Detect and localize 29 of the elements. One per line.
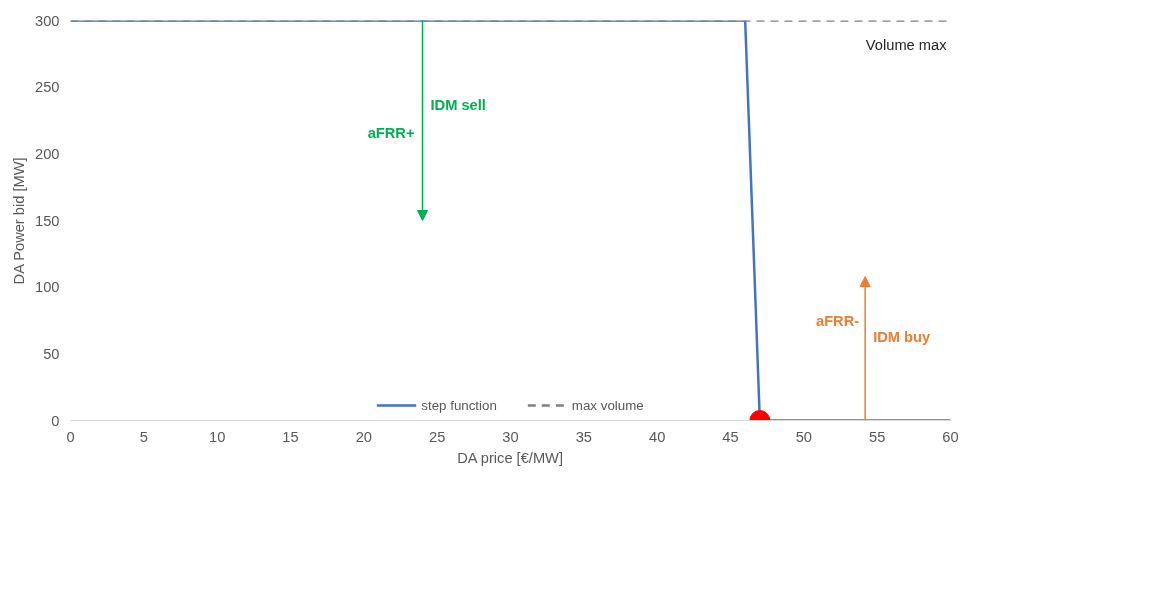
annotation: aFRR+ [367, 124, 415, 141]
x-tick-label: 50 [795, 428, 812, 445]
legend-label: max volume [571, 397, 644, 413]
y-tick-label: 300 [35, 12, 60, 29]
x-tick-label: 5 [139, 428, 148, 445]
x-tick-label: 0 [66, 428, 75, 445]
x-tick-label: 25 [429, 428, 446, 445]
x-tick-label: 40 [649, 428, 666, 445]
y-tick-label: 50 [43, 345, 60, 362]
annotation: IDM buy [873, 328, 931, 345]
x-axis-title: DA price [€/MW] [457, 449, 564, 466]
x-tick-label: 45 [722, 428, 739, 445]
annotation: aFRR- [815, 312, 860, 329]
legend-label: step function [421, 397, 497, 413]
x-tick-label: 10 [209, 428, 226, 445]
x-tick-label: 30 [502, 428, 519, 445]
y-tick-label: 100 [35, 279, 60, 296]
x-tick-label: 35 [575, 428, 592, 445]
x-tick-label: 20 [355, 428, 372, 445]
annotation: Volume max [865, 36, 948, 53]
x-tick-label: 60 [942, 428, 959, 445]
y-tick-label: 0 [51, 412, 60, 429]
y-tick-label: 250 [35, 79, 60, 96]
annotation: IDM sell [430, 96, 486, 113]
y-tick-label: 200 [35, 145, 60, 162]
x-tick-label: 55 [869, 428, 886, 445]
y-tick-label: 150 [35, 212, 60, 229]
y-axis-title: DA Power bid [MW] [11, 157, 28, 285]
x-tick-label: 15 [282, 428, 299, 445]
